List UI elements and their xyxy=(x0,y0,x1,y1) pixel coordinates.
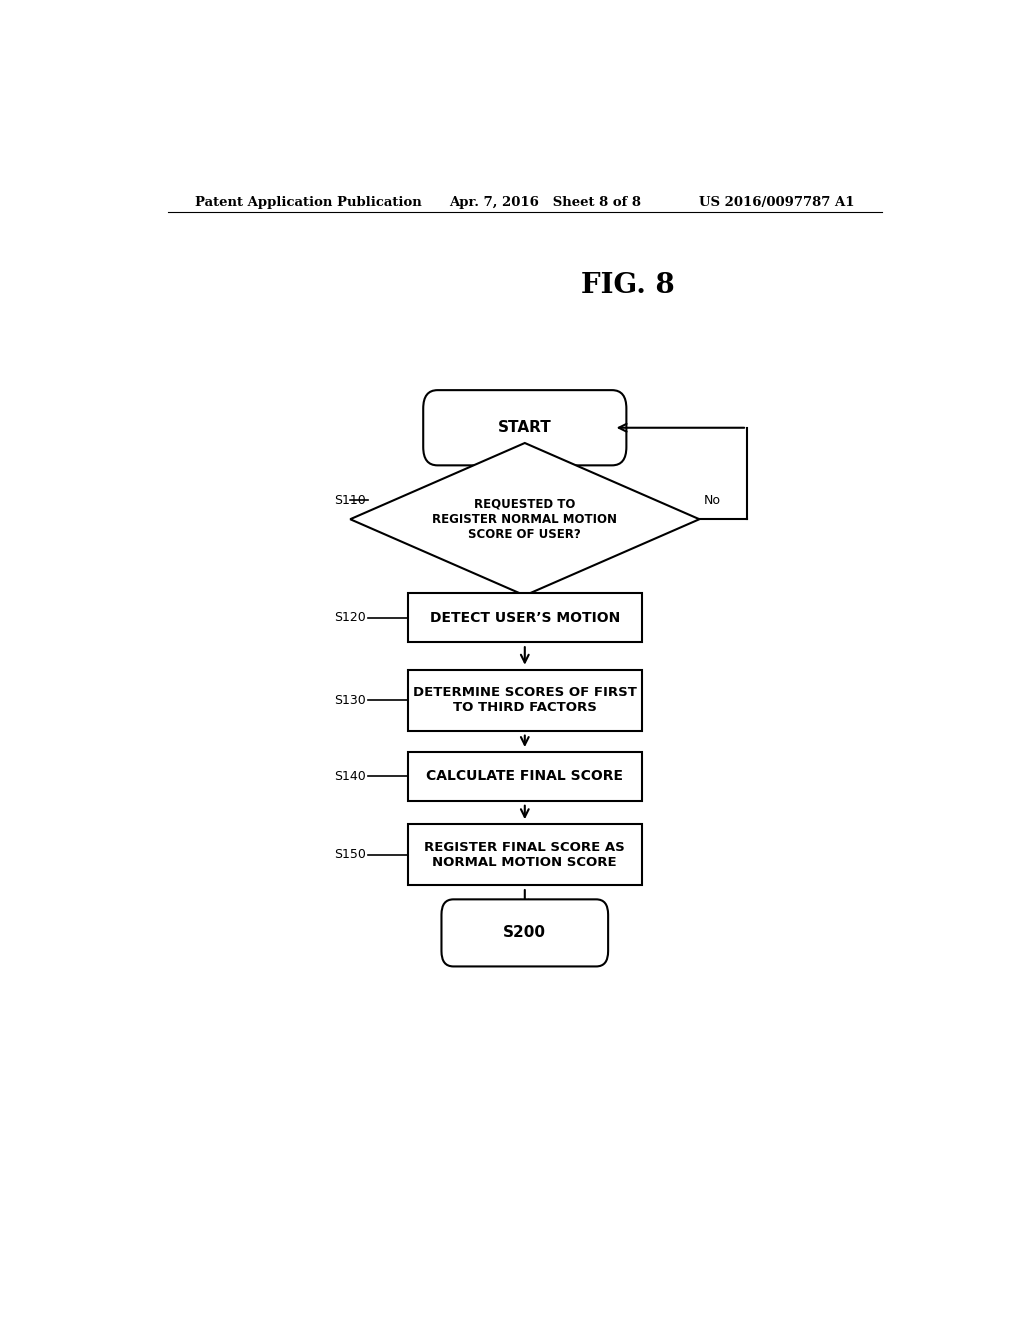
Text: US 2016/0097787 A1: US 2016/0097787 A1 xyxy=(699,195,855,209)
Text: No: No xyxy=(703,494,720,507)
Text: S150: S150 xyxy=(334,849,367,861)
Text: S120: S120 xyxy=(334,611,367,624)
Bar xyxy=(408,594,642,643)
Text: S110: S110 xyxy=(334,494,367,507)
Text: S200: S200 xyxy=(504,925,546,940)
Text: FIG. 8: FIG. 8 xyxy=(581,272,675,298)
Text: CALCULATE FINAL SCORE: CALCULATE FINAL SCORE xyxy=(426,770,624,783)
Text: DETERMINE SCORES OF FIRST
TO THIRD FACTORS: DETERMINE SCORES OF FIRST TO THIRD FACTO… xyxy=(413,686,637,714)
Text: S140: S140 xyxy=(334,770,367,783)
Text: Apr. 7, 2016   Sheet 8 of 8: Apr. 7, 2016 Sheet 8 of 8 xyxy=(450,195,641,209)
Text: REGISTER FINAL SCORE AS
NORMAL MOTION SCORE: REGISTER FINAL SCORE AS NORMAL MOTION SC… xyxy=(424,841,626,869)
FancyBboxPatch shape xyxy=(423,391,627,466)
Text: REQUESTED TO
REGISTER NORMAL MOTION
SCORE OF USER?: REQUESTED TO REGISTER NORMAL MOTION SCOR… xyxy=(432,498,617,541)
Text: START: START xyxy=(498,420,552,436)
Bar xyxy=(408,824,642,886)
FancyBboxPatch shape xyxy=(441,899,608,966)
Text: Patent Application Publication: Patent Application Publication xyxy=(196,195,422,209)
Bar xyxy=(408,752,642,801)
Bar xyxy=(408,669,642,731)
Text: DETECT USER’S MOTION: DETECT USER’S MOTION xyxy=(430,611,620,624)
Text: Yes: Yes xyxy=(541,601,561,614)
Text: S130: S130 xyxy=(334,693,367,706)
Polygon shape xyxy=(350,444,699,595)
